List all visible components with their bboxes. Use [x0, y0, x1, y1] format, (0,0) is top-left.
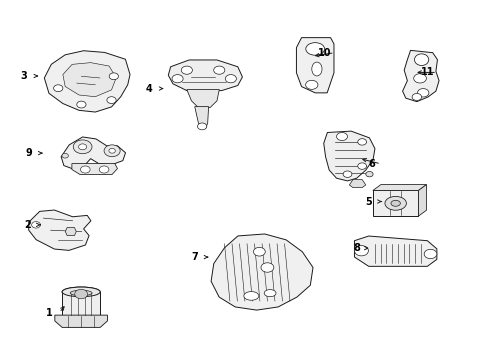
Text: 2: 2 — [24, 220, 31, 230]
Circle shape — [357, 163, 366, 169]
Circle shape — [305, 80, 317, 89]
Text: 5: 5 — [365, 197, 371, 207]
Text: 8: 8 — [352, 243, 359, 253]
Polygon shape — [63, 63, 116, 97]
Ellipse shape — [390, 201, 400, 206]
Text: 6: 6 — [367, 159, 374, 169]
Ellipse shape — [244, 292, 258, 300]
Polygon shape — [194, 107, 208, 128]
Polygon shape — [65, 228, 76, 235]
Polygon shape — [402, 50, 438, 102]
Ellipse shape — [311, 62, 322, 76]
Ellipse shape — [62, 287, 100, 297]
Circle shape — [197, 123, 206, 130]
Circle shape — [32, 222, 41, 228]
Circle shape — [354, 246, 367, 256]
Circle shape — [77, 101, 86, 108]
Text: 11: 11 — [420, 67, 433, 77]
Circle shape — [81, 166, 90, 173]
Polygon shape — [55, 315, 107, 327]
Circle shape — [54, 85, 63, 91]
Circle shape — [181, 66, 192, 74]
Polygon shape — [168, 60, 242, 91]
Circle shape — [225, 75, 236, 83]
Circle shape — [75, 289, 87, 299]
Circle shape — [261, 263, 273, 272]
Polygon shape — [186, 90, 219, 108]
Ellipse shape — [253, 247, 264, 256]
Polygon shape — [372, 185, 426, 190]
Text: 1: 1 — [46, 308, 53, 318]
Ellipse shape — [70, 290, 92, 296]
Circle shape — [62, 153, 68, 158]
Circle shape — [357, 139, 366, 145]
Circle shape — [104, 145, 120, 157]
Text: 4: 4 — [146, 84, 152, 94]
Circle shape — [336, 132, 347, 140]
Polygon shape — [348, 180, 365, 188]
Ellipse shape — [384, 197, 406, 210]
Circle shape — [172, 75, 183, 83]
Bar — [62, 292, 100, 316]
Circle shape — [365, 171, 372, 177]
Circle shape — [423, 249, 436, 258]
Polygon shape — [354, 236, 436, 266]
Polygon shape — [211, 234, 312, 310]
Polygon shape — [323, 131, 374, 181]
Ellipse shape — [62, 287, 100, 297]
Circle shape — [411, 94, 421, 100]
Text: 3: 3 — [20, 71, 27, 81]
Text: 7: 7 — [191, 252, 198, 262]
Text: 9: 9 — [25, 148, 32, 158]
Circle shape — [417, 89, 428, 97]
Bar — [372, 190, 418, 216]
Ellipse shape — [264, 289, 275, 297]
Circle shape — [413, 74, 426, 83]
Polygon shape — [44, 51, 130, 112]
Circle shape — [73, 140, 92, 154]
Circle shape — [109, 73, 118, 80]
Circle shape — [79, 144, 86, 150]
Circle shape — [343, 171, 351, 177]
Polygon shape — [72, 163, 117, 175]
Polygon shape — [296, 38, 333, 93]
Circle shape — [99, 166, 109, 173]
Text: 10: 10 — [318, 48, 331, 58]
Polygon shape — [418, 185, 426, 216]
Circle shape — [109, 148, 115, 153]
Circle shape — [213, 66, 224, 74]
Polygon shape — [61, 137, 125, 170]
Polygon shape — [29, 210, 91, 250]
Ellipse shape — [305, 42, 324, 55]
Circle shape — [107, 97, 116, 104]
Ellipse shape — [414, 54, 428, 66]
